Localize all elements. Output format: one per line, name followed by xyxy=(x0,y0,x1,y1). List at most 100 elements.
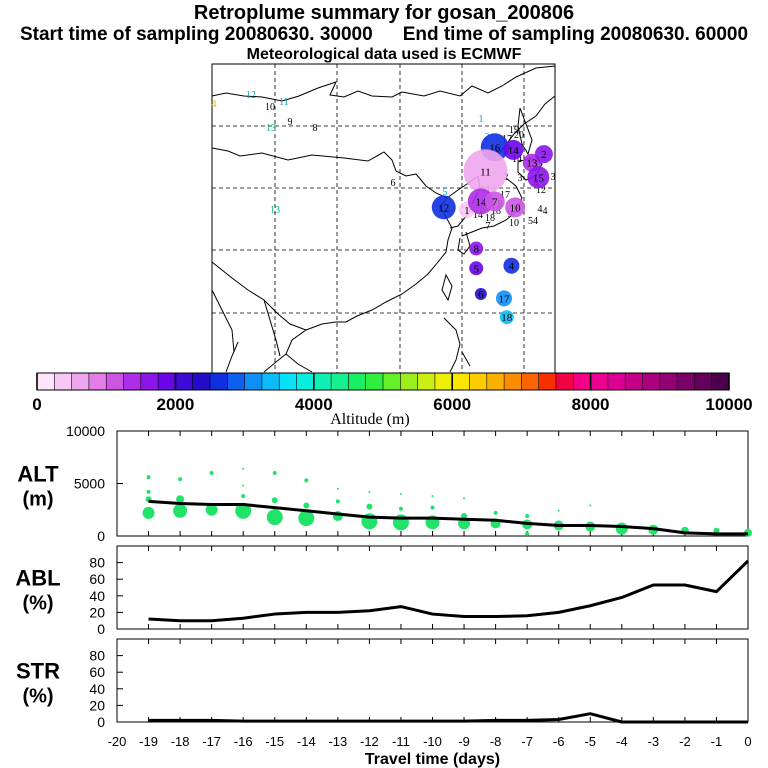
cluster-label-1: 14 xyxy=(508,145,520,157)
x-tick-label: -15 xyxy=(265,734,284,749)
colorbar-swatch xyxy=(469,373,488,390)
colorbar-swatch xyxy=(538,373,557,390)
y-tick-label: 80 xyxy=(89,648,105,664)
y-tick-label: 20 xyxy=(89,604,105,620)
trajectory-label: 10 xyxy=(265,102,275,113)
scatter-point xyxy=(461,513,468,520)
series-line xyxy=(148,499,748,536)
y-axis-label: ABL xyxy=(15,566,60,591)
colorbar-tick-label: 2000 xyxy=(156,395,194,414)
cluster-label-5: 14 xyxy=(475,196,487,208)
series-line xyxy=(148,712,748,724)
border-mongolia xyxy=(211,147,417,177)
cluster-label-9: 2 xyxy=(541,149,547,161)
y-tick-label: 40 xyxy=(89,681,105,697)
x-tick-label: -16 xyxy=(234,734,253,749)
trajectory-label: 8 xyxy=(313,123,318,134)
y-axis-unit: (%) xyxy=(22,686,53,708)
chart-panel-0: 0 5000 10000 ALT(m) xyxy=(17,423,752,544)
trajectory-label: 9 xyxy=(288,117,293,128)
x-tick-label: -12 xyxy=(360,734,379,749)
altitude-colorbar: 0 2000 4000 6000 8000 10000 Altitude (m) xyxy=(32,372,753,428)
colorbar-swatch xyxy=(365,373,384,390)
plume-cluster-12 xyxy=(469,261,484,276)
colorbar-swatch xyxy=(556,373,574,390)
x-tick-label: -9 xyxy=(458,734,470,749)
colorbar-swatch xyxy=(659,373,678,390)
x-tick-label: -3 xyxy=(648,734,660,749)
scatter-point xyxy=(430,505,435,510)
cluster-label-6: 7 xyxy=(492,196,498,208)
colorbar-tick-label: 6000 xyxy=(433,395,471,414)
trajectory-label: 4 xyxy=(538,204,543,215)
scatter-point xyxy=(368,490,371,493)
x-tick-label: -6 xyxy=(553,734,565,749)
colorbar-swatch xyxy=(521,373,540,390)
trajectory-label: 18 xyxy=(485,213,495,224)
trajectory-label: 13 xyxy=(270,205,280,216)
trajectory-label: 5 xyxy=(443,187,448,198)
trajectory-label: 3 xyxy=(518,173,523,184)
cluster-label-13: 6 xyxy=(478,289,484,301)
map-frame xyxy=(211,63,556,374)
plume-cluster-7 xyxy=(505,197,526,218)
colorbar-swatch xyxy=(313,373,332,390)
y-tick-label: 0 xyxy=(97,621,105,637)
scatter-point xyxy=(431,495,434,498)
scatter-point xyxy=(304,478,309,483)
scatter-point xyxy=(271,497,278,504)
cluster-label-12: 5 xyxy=(473,263,479,275)
coast-russia-north xyxy=(211,65,556,102)
y-tick-label: 40 xyxy=(89,588,105,604)
y-axis-label: STR xyxy=(16,659,60,684)
colorbar-swatch xyxy=(37,373,55,390)
colorbar-title: Altitude (m) xyxy=(330,411,410,428)
scatter-point xyxy=(366,503,373,510)
colorbar-swatch xyxy=(261,373,280,390)
map-panel: 4121110981361312543171920161514111089718… xyxy=(211,63,556,374)
colorbar-swatch xyxy=(106,373,124,390)
x-tick-label: -17 xyxy=(202,734,221,749)
colorbar-tick-label: 8000 xyxy=(572,395,610,414)
cluster-label-8: 13 xyxy=(526,158,538,170)
x-tick-label: -8 xyxy=(490,734,502,749)
scatter-point xyxy=(399,493,402,495)
y-tick-label: 5000 xyxy=(74,476,105,492)
plume-cluster-2 xyxy=(463,149,508,194)
colorbar-swatch xyxy=(175,373,194,390)
scatter-point xyxy=(525,531,530,536)
trajectory-label: 17 xyxy=(502,134,512,145)
colorbar-swatch xyxy=(417,373,436,390)
colorbar-swatch xyxy=(123,373,142,390)
scatter-point xyxy=(242,467,245,470)
x-tick-label: -4 xyxy=(616,734,628,749)
chart-frame xyxy=(116,545,749,630)
colorbar-swatch xyxy=(504,373,522,390)
trajectory-label: 1 xyxy=(479,114,484,125)
chart-frame xyxy=(116,638,749,723)
trajectory-label: 10 xyxy=(509,218,519,229)
coast-philippines xyxy=(443,317,471,373)
scatter-point xyxy=(303,502,310,509)
colorbar-swatch xyxy=(88,373,107,390)
scatter-point xyxy=(493,510,498,515)
cluster-label-3: 12 xyxy=(438,202,449,214)
scatter-point xyxy=(557,509,560,512)
scatter-point xyxy=(272,471,277,475)
colorbar-swatch xyxy=(607,373,626,390)
y-tick-label: 10000 xyxy=(66,423,105,439)
cluster-label-7: 10 xyxy=(510,202,522,214)
x-tick-label: -20 xyxy=(108,734,127,749)
colorbar-swatch xyxy=(452,373,470,390)
scatter-point xyxy=(146,489,151,494)
y-axis-unit: (%) xyxy=(22,593,53,615)
colorbar-swatch xyxy=(331,373,349,390)
plume-cluster-3 xyxy=(431,195,456,220)
cluster-label-10: 15 xyxy=(533,172,545,184)
scatter-point xyxy=(176,495,185,504)
plume-cluster-10 xyxy=(527,166,550,189)
colorbar-tick-label: 4000 xyxy=(295,395,333,414)
scatter-point xyxy=(142,506,155,519)
